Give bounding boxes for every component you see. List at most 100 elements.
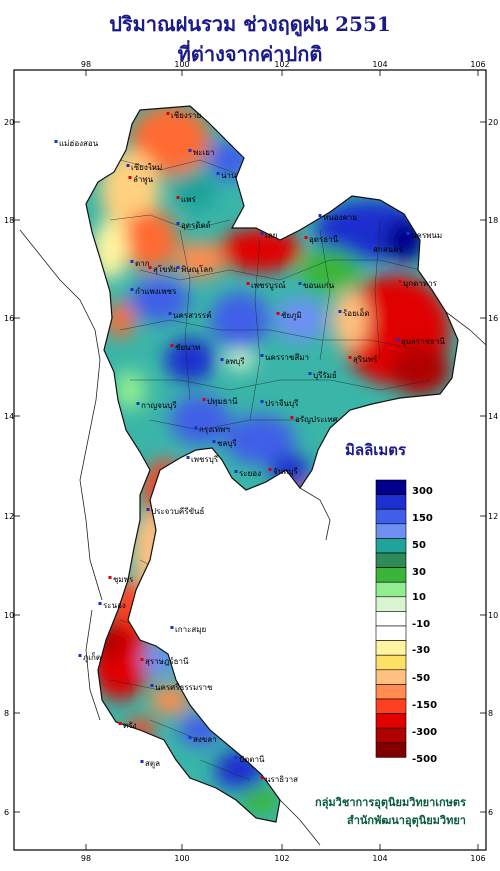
- legend-swatch: [375, 669, 407, 685]
- legend-swatch: [375, 611, 407, 627]
- station-marker: [176, 196, 180, 199]
- place-label: น่าน: [221, 171, 237, 180]
- station-marker: [78, 654, 82, 657]
- station-marker: [194, 426, 198, 429]
- place-label: สุราษฎร์ธานี: [145, 656, 189, 666]
- station-marker: [146, 508, 150, 511]
- place-label: ระนอง: [103, 601, 126, 610]
- place-label: ชัยภูมิ: [281, 311, 302, 321]
- place-label: ปราจีนบุรี: [265, 399, 299, 408]
- place-label: กาญจนบุรี: [141, 401, 177, 410]
- station-marker: [348, 356, 352, 359]
- place-label: เกาะสมุย: [175, 625, 206, 634]
- place-label: ระยอง: [239, 469, 261, 478]
- place-label: อุดรธานี: [309, 235, 339, 244]
- province-boundaries: [109, 159, 431, 781]
- station-marker: [406, 232, 410, 235]
- place-label: สงขลา: [193, 735, 217, 744]
- place-label: สุรินทร์: [353, 354, 378, 364]
- legend-swatch: [375, 567, 407, 583]
- legend: 300 150 50 30 10 -10 -30 -50 -150 -300 -500: [375, 479, 437, 765]
- station-marker: [170, 344, 174, 347]
- legend-label: -10: [412, 619, 430, 630]
- place-label: ประจวบคีรีขันธ์: [151, 506, 205, 516]
- place-label: พิษณุโลก: [181, 264, 213, 274]
- map-title: ปริมาณฝนรวม ช่วงฤดูฝน 2551: [109, 12, 391, 36]
- lon-tick-label-top: 102: [274, 60, 289, 69]
- station-marker: [140, 658, 144, 661]
- station-marker: [396, 338, 400, 341]
- legend-swatch: [375, 625, 407, 641]
- station-marker: [188, 736, 192, 739]
- station-marker: [246, 282, 250, 285]
- legend-label: 30: [412, 567, 426, 578]
- place-label: จันทบุรี: [273, 467, 299, 476]
- place-label: ชุมพร: [113, 575, 134, 584]
- station-marker: [260, 232, 264, 235]
- station-marker: [168, 312, 172, 315]
- lon-tick-label-top: 98: [81, 60, 91, 69]
- place-label: เชียงใหม่: [131, 163, 162, 172]
- station-marker: [150, 684, 154, 687]
- credit-line-2: สำนักพัฒนาอุตุนิยมวิทยา: [347, 814, 466, 827]
- legend-swatch: [375, 523, 407, 539]
- station-marker: [268, 468, 272, 471]
- lat-tick-label-right: 8: [488, 709, 493, 718]
- station-marker: [126, 164, 130, 167]
- station-marker: [186, 456, 190, 459]
- place-label: หนองคาย: [323, 213, 357, 222]
- place-label: ปทุมธานี: [207, 397, 238, 406]
- station-marker: [398, 280, 402, 283]
- place-label: เพชรบุรี: [191, 455, 219, 464]
- place-label: อุบลราชธานี: [401, 337, 445, 346]
- lat-tick-label-left: 10: [4, 611, 14, 620]
- station-marker: [166, 112, 170, 115]
- legend-swatch: [375, 698, 407, 714]
- station-marker: [338, 310, 342, 313]
- station-marker: [368, 246, 372, 249]
- legend-label: 10: [412, 592, 426, 603]
- place-label: เพชรบูรณ์: [251, 280, 286, 291]
- place-label: อรัญประเทศ: [295, 415, 338, 424]
- lon-tick-label-bottom: 98: [81, 854, 91, 863]
- station-marker: [290, 416, 294, 419]
- place-label: มุกดาหาร: [403, 279, 438, 288]
- place-label: ร้อยเอ็ด: [343, 308, 370, 318]
- station-marker: [136, 402, 140, 405]
- legend-swatch: [375, 713, 407, 729]
- station-marker: [276, 312, 280, 315]
- station-marker: [148, 266, 152, 269]
- station-marker: [128, 176, 132, 179]
- place-label: ลำพูน: [133, 175, 154, 185]
- legend-swatch: [375, 742, 407, 758]
- station-marker: [170, 626, 174, 629]
- neighbour-outlines: [19, 229, 487, 846]
- station-marker: [130, 288, 134, 291]
- station-marker: [304, 236, 308, 239]
- place-label: นครราชสีมา: [265, 353, 309, 362]
- place-label: นครพนม: [411, 231, 442, 240]
- lat-tick-label-right: 20: [488, 118, 498, 127]
- lat-tick-label-left: 16: [4, 314, 14, 323]
- legend-label: -50: [412, 673, 430, 684]
- legend-swatch: [375, 640, 407, 656]
- legend-label: -30: [412, 645, 430, 656]
- credit-line-1: กลุ่มวิชาการอุตุนิยมวิทยาเกษตร: [315, 796, 466, 809]
- lat-tick-label-right: 6: [488, 808, 493, 817]
- station-marker: [176, 266, 180, 269]
- station-marker: [54, 140, 58, 143]
- station-marker: [176, 222, 180, 225]
- place-label: ชลบุรี: [217, 439, 237, 448]
- legend-swatch: [375, 727, 407, 744]
- legend-label: 50: [412, 540, 426, 551]
- lon-tick-label-bottom: 102: [274, 854, 289, 863]
- lon-tick-label-bottom: 100: [174, 854, 189, 863]
- lat-tick-label-left: 6: [4, 808, 9, 817]
- station-marker: [216, 172, 220, 175]
- place-label: ตาก: [135, 259, 150, 268]
- map-subtitle: ที่ต่างจากค่าปกติ: [177, 42, 323, 66]
- station-marker: [298, 282, 302, 285]
- station-marker: [308, 372, 312, 375]
